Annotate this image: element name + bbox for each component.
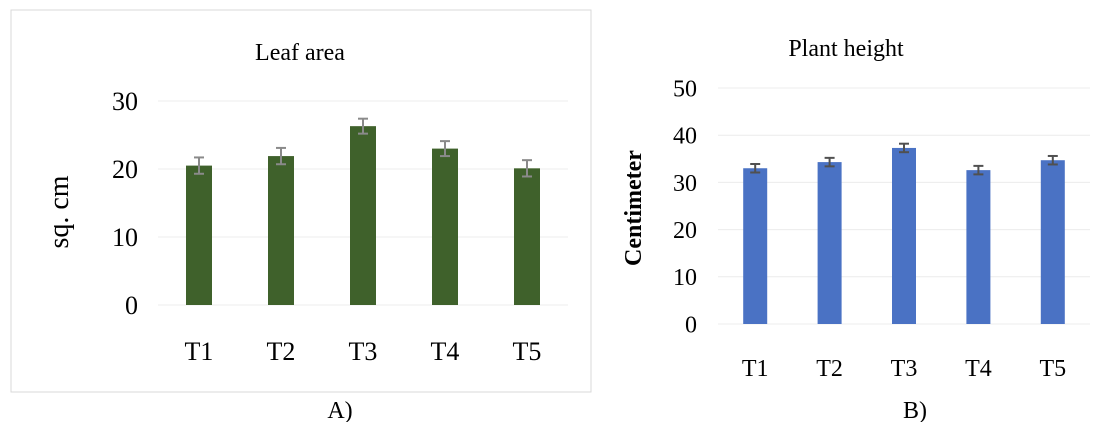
a-bar-t1 [186, 165, 212, 305]
chart-b-error-bars [750, 142, 1058, 176]
b-y-tick-label: 20 [673, 218, 697, 244]
b-error-bar-t3 [899, 142, 909, 154]
chart-b-bars [743, 147, 1065, 324]
chart-plant-height: Plant height Centimeter 0 10 20 30 40 50 T1 T2… [621, 36, 1090, 382]
b-x-tick-label: T3 [891, 356, 918, 382]
a-x-tick-label: T1 [185, 337, 214, 366]
b-x-tick-label: T2 [816, 356, 843, 382]
a-error-bar-t2 [276, 146, 286, 166]
b-y-tick-label: 40 [673, 124, 697, 150]
chart-a-x-tick-labels: T1 T2 T3 T4 T5 [185, 337, 542, 366]
b-y-tick-label: 30 [673, 171, 697, 197]
chart-b-title: Plant height [788, 36, 904, 62]
chart-b-x-tick-labels: T1 T2 T3 T4 T5 [742, 356, 1066, 382]
a-error-bar-t1 [194, 156, 204, 175]
chart-b-y-axis-label: Centimeter [621, 150, 647, 266]
a-bar-t3 [350, 126, 376, 305]
b-y-tick-label: 0 [685, 312, 697, 338]
b-bar-t4 [966, 170, 991, 324]
b-bar-t2 [817, 162, 842, 324]
b-x-tick-label: T1 [742, 356, 769, 382]
b-error-bar-t1 [750, 162, 761, 174]
b-bar-t3 [892, 147, 916, 324]
a-error-bar-t4 [440, 140, 450, 158]
chart-a-frame [10, 9, 592, 393]
b-bar-t5 [1040, 160, 1065, 324]
a-x-tick-label: T2 [267, 337, 296, 366]
chart-b-y-tick-labels: 0 10 20 30 40 50 [673, 76, 697, 338]
a-y-tick-label: 30 [112, 87, 138, 116]
a-bar-t5 [514, 168, 540, 305]
a-x-tick-label: T3 [349, 337, 378, 366]
a-bar-t2 [268, 156, 294, 305]
b-error-bar-t4 [973, 164, 984, 176]
a-y-tick-label: 0 [125, 291, 138, 320]
chart-a-y-axis-label: sq. cm [44, 175, 75, 248]
a-error-bar-t3 [358, 117, 368, 135]
chart-a-title: Leaf area [255, 40, 345, 66]
b-error-bar-t5 [1047, 154, 1058, 166]
a-y-tick-label: 20 [112, 155, 138, 184]
chart-a-caption: A) [327, 398, 352, 422]
a-error-bar-t5 [522, 159, 532, 178]
chart-a-error-bars [194, 117, 532, 178]
b-error-bar-t2 [824, 156, 835, 168]
a-x-tick-label: T5 [513, 337, 542, 366]
b-x-tick-label: T4 [965, 356, 992, 382]
b-y-tick-label: 50 [673, 76, 697, 102]
a-x-tick-label: T4 [431, 337, 460, 366]
a-y-tick-label: 10 [112, 223, 138, 252]
b-x-tick-label: T5 [1039, 356, 1066, 382]
b-y-tick-label: 10 [673, 265, 697, 291]
a-bar-t4 [432, 148, 458, 305]
chart-b-caption: B) [903, 398, 927, 422]
chart-a-bars [186, 126, 540, 305]
b-bar-t1 [743, 168, 768, 324]
chart-a-y-tick-labels: 0 10 20 30 [112, 87, 138, 320]
chart-leaf-area: Leaf area sq. cm 0 10 20 30 T1 T2 T3 T4 T5 [10, 9, 592, 393]
